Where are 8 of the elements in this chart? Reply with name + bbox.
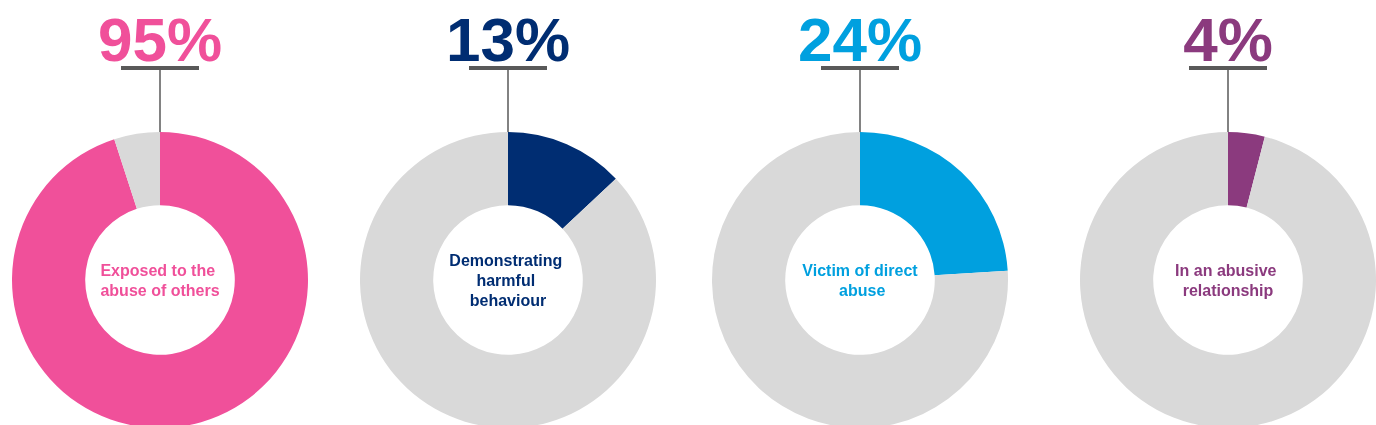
data-label: 95% (97, 4, 223, 74)
text: In an abusive relationship (1175, 261, 1281, 299)
text: Demonstrating harmful behaviour (449, 251, 567, 309)
data-label: 4% (1183, 4, 1273, 74)
data-label: 13% (445, 4, 571, 74)
text: Victim of direct abuse (802, 261, 919, 299)
data-label: 24% (797, 4, 923, 74)
text: Exposed to the abuse of others (100, 261, 220, 299)
